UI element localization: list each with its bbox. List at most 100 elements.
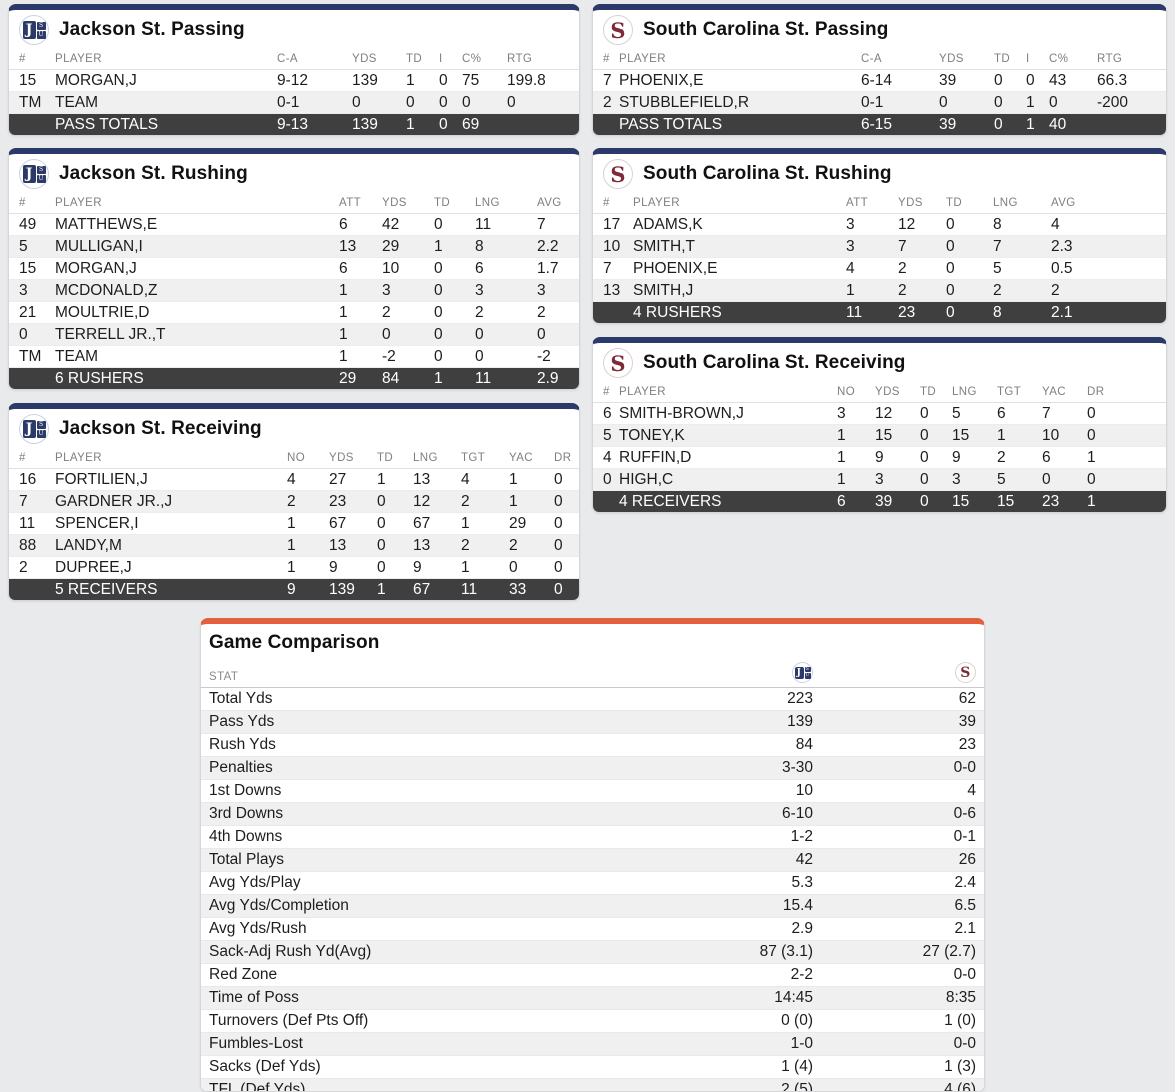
stat-cell: 6 xyxy=(339,213,382,236)
stat-cell: 7 xyxy=(1042,402,1087,425)
totals-row: PASS TOTALS 6-15 39 0 1 40 xyxy=(593,113,1166,135)
player-row: TM TEAM 1 -2 0 0 -2 xyxy=(9,345,579,368)
player-row: 21 MOULTRIE,D 1 2 0 2 2 xyxy=(9,301,579,324)
stat-label: TFL (Def Yds) xyxy=(201,1078,693,1091)
player-row: 7 GARDNER JR.,J 2 23 0 12 2 1 0 xyxy=(9,490,579,513)
col-header-td: TD xyxy=(920,383,952,403)
stat-cell: 12 xyxy=(413,490,461,513)
column-header-row: # PLAYER C-A YDS TD I C% RTG xyxy=(593,50,1166,70)
player-name: MORGAN,J xyxy=(55,257,339,280)
stat-cell: 0 xyxy=(382,323,434,346)
stat-cell: 29 xyxy=(509,512,554,535)
player-number: TM xyxy=(9,345,55,368)
col-header-lng: LNG xyxy=(413,449,461,469)
stat-cell: 0 xyxy=(554,556,579,579)
stat-cell: 1 xyxy=(377,468,413,491)
stat-cell: 1 xyxy=(287,512,329,535)
stat-cell: -200 xyxy=(1097,91,1166,114)
jackson-st-value: 5.3 xyxy=(693,871,821,895)
south-carolina-st-value: 23 xyxy=(821,733,984,757)
stat-cell: 1.7 xyxy=(537,257,579,280)
player-row: 3 MCDONALD,Z 1 3 0 3 3 xyxy=(9,279,579,302)
stat-cell: 0 xyxy=(554,468,579,491)
stat-cell: -2 xyxy=(537,345,579,368)
stat-cell: 66.3 xyxy=(1097,69,1166,92)
comparison-row: 1st Downs 10 4 xyxy=(201,779,984,803)
player-row: 7 PHOENIX,E 6-14 39 0 0 43 66.3 xyxy=(593,69,1166,92)
jackson-st-value: 2 (5) xyxy=(693,1078,821,1091)
col-header-lng: LNG xyxy=(952,383,997,403)
stat-cell: 12 xyxy=(898,213,946,236)
stat-cell: 0 xyxy=(507,91,579,114)
player-row: 7 PHOENIX,E 4 2 0 5 0.5 xyxy=(593,257,1166,280)
stat-label: Red Zone xyxy=(201,963,693,987)
card-header: S South Carolina St. Passing xyxy=(593,10,1166,50)
south-carolina-st-value: 2.1 xyxy=(821,917,984,941)
stat-cell: 4 xyxy=(846,257,898,280)
col-header-td: TD xyxy=(406,50,439,70)
player-number: TM xyxy=(9,91,55,114)
stat-label: Avg Yds/Play xyxy=(201,871,693,895)
stat-cell: 0 xyxy=(946,213,993,236)
jackson-st-value: 14:45 xyxy=(693,986,821,1010)
player-row: 15 MORGAN,J 9-12 139 1 0 75 199.8 xyxy=(9,69,579,92)
stat-cell: 0 xyxy=(434,301,475,324)
stat-cell: 1 xyxy=(287,556,329,579)
col-header-tgt: TGT xyxy=(997,383,1042,403)
player-number: 88 xyxy=(9,534,55,557)
south-carolina-st-value: 39 xyxy=(821,710,984,734)
stat-cell: 0 xyxy=(1026,69,1049,92)
stat-cell: 29 xyxy=(382,235,434,258)
player-number: 11 xyxy=(9,512,55,535)
stat-cell: 67 xyxy=(329,512,377,535)
player-row: 0 TERRELL JR.,T 1 0 0 0 0 xyxy=(9,323,579,346)
player-row: 10 SMITH,T 3 7 0 7 2.3 xyxy=(593,235,1166,258)
stat-cell: 1 xyxy=(287,534,329,557)
stat-cell: 0 xyxy=(554,512,579,535)
column-header-row: # PLAYER NO YDS TD LNG TGT YAC DR xyxy=(593,383,1166,403)
stat-cell: 2 xyxy=(475,301,537,324)
player-name: STUBBLEFIELD,R xyxy=(619,91,861,114)
stat-cell: 1 xyxy=(339,301,382,324)
south-carolina-st-value: 62 xyxy=(821,687,984,711)
stat-cell: 0 xyxy=(554,534,579,557)
jackson-st-value: 0 (0) xyxy=(693,1009,821,1033)
col-header-tgt: TGT xyxy=(461,449,509,469)
player-name: TONEY,K xyxy=(619,424,837,447)
stat-cell: 1 xyxy=(406,69,439,92)
col-header-number: # xyxy=(593,383,619,403)
stat-cell: 4 xyxy=(1051,213,1166,236)
player-number: 5 xyxy=(9,235,55,258)
stat-cell: 6 xyxy=(475,257,537,280)
stat-cell: 0 xyxy=(537,323,579,346)
receiving-table: # PLAYER NO YDS TD LNG TGT YAC DR 6 SMIT… xyxy=(593,383,1166,512)
col-header-dr: DR xyxy=(1087,383,1166,403)
totals-row: 6 RUSHERS 29 84 1 11 2.9 xyxy=(9,367,579,389)
player-name: DUPREE,J xyxy=(55,556,287,579)
stat-cell: 0 xyxy=(434,213,475,236)
col-header-player: PLAYER xyxy=(619,383,837,403)
column-header-row: # PLAYER ATT YDS TD LNG AVG xyxy=(593,194,1166,214)
receiving-table: # PLAYER NO YDS TD LNG TGT YAC DR 16 FOR… xyxy=(9,449,579,600)
stat-cell: 2 xyxy=(382,301,434,324)
stat-cell: 0 xyxy=(994,69,1026,92)
stat-cell: 2 xyxy=(509,534,554,557)
col-header-player: PLAYER xyxy=(619,50,861,70)
stat-cell: 0 xyxy=(1042,468,1087,491)
stat-cell: 1 xyxy=(1087,446,1166,469)
col-header-stat: STAT xyxy=(201,660,693,688)
comparison-row: Pass Yds 139 39 xyxy=(201,710,984,734)
stat-cell: 1 xyxy=(509,490,554,513)
player-number: 7 xyxy=(593,69,619,92)
stat-label: Total Plays xyxy=(201,848,693,872)
col-header-yds: YDS xyxy=(352,50,406,70)
stat-cell: 2.3 xyxy=(1051,235,1166,258)
stat-cell: 1 xyxy=(434,235,475,258)
stat-cell: 9 xyxy=(329,556,377,579)
player-number: 10 xyxy=(593,235,633,258)
col-header-td: TD xyxy=(434,194,475,214)
